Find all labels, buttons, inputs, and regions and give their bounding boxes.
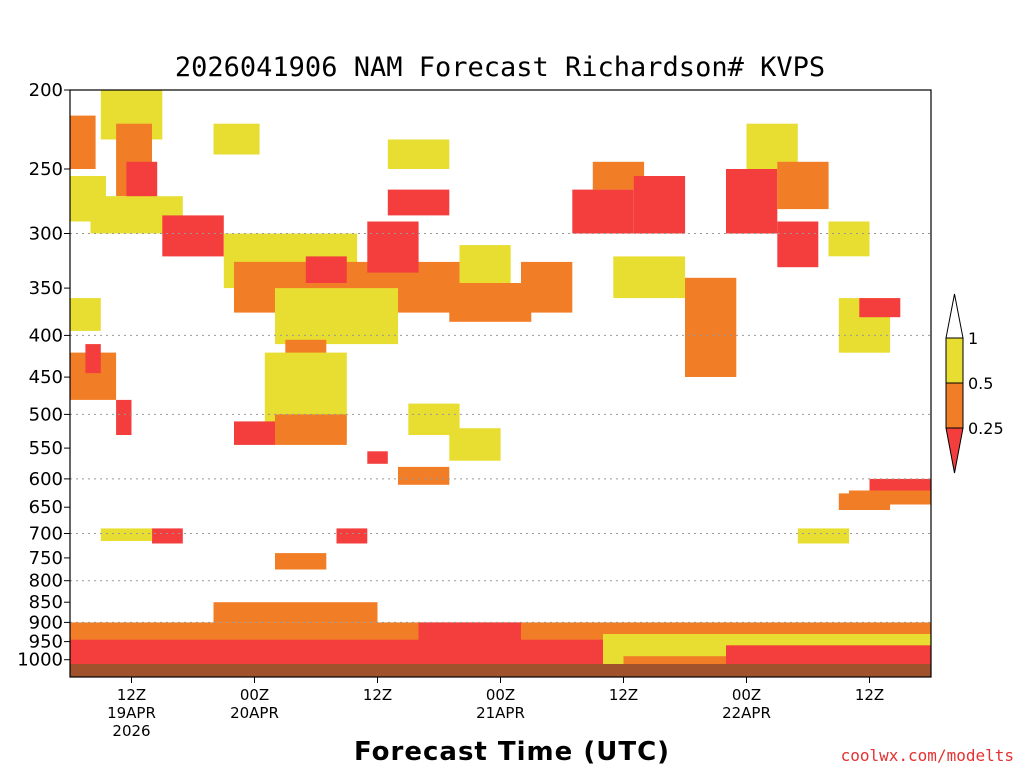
y-tick-label-750: 750 — [29, 548, 63, 569]
ri-cell-region-11 — [367, 221, 419, 273]
y-tick-label-800: 800 — [29, 571, 63, 592]
y-tick-label-200: 200 — [29, 80, 63, 101]
ri-cell-region-29 — [613, 256, 686, 299]
y-tick-label-500: 500 — [29, 404, 63, 425]
y-tick-label-950: 950 — [29, 632, 63, 653]
ri-cell-region-1 — [70, 115, 96, 169]
plot-area — [69, 89, 932, 678]
ri-cell-region-34 — [777, 221, 819, 268]
ri-cell-region-43 — [100, 528, 153, 541]
y-tick-label-700: 700 — [29, 524, 63, 545]
colorbar-label-1: 1 — [968, 329, 978, 348]
ri-cell-region-45 — [336, 528, 368, 544]
colorbar-label-0.25: 0.25 — [968, 419, 1004, 438]
credit-link[interactable]: coolwx.com/modelts — [841, 746, 1014, 765]
y-tick-label-400: 400 — [29, 325, 63, 346]
ri-cell-region-47 — [869, 478, 931, 491]
ri-cell-region-26 — [572, 189, 634, 234]
ri-cell-region-52 — [418, 622, 521, 660]
ri-cell-region-44 — [275, 553, 327, 570]
ri-cell-region-12 — [275, 288, 398, 345]
ri-cell-region-33 — [777, 161, 829, 210]
ri-cell-region-16 — [275, 414, 347, 445]
ground-bar — [70, 664, 931, 677]
x-tick-label-6-0: 12Z — [855, 686, 884, 704]
x-tick-label-5-0: 00Z — [732, 686, 761, 704]
ri-cell-region-6 — [162, 215, 224, 257]
y-tick-label-550: 550 — [29, 438, 63, 459]
ri-cell-region-18 — [387, 189, 450, 216]
ri-cell-region-42 — [152, 528, 183, 544]
ri-cell-region-24 — [398, 466, 450, 485]
x-tick-label-0-1: 19APR — [107, 704, 156, 722]
x-tick-label-4-0: 12Z — [609, 686, 638, 704]
ri-cell-region-28 — [633, 176, 686, 234]
colorbar-bin-0.5-1 — [945, 337, 964, 384]
x-tick-label-5-1: 22APR — [722, 704, 771, 722]
y-tick-label-350: 350 — [29, 278, 63, 299]
ri-cell-region-10 — [305, 256, 347, 283]
x-tick-label-3-0: 00Z — [486, 686, 515, 704]
colorbar-bin-above-1 — [945, 293, 964, 339]
y-tick-label-250: 250 — [29, 159, 63, 180]
ri-cell-region-49 — [797, 528, 850, 544]
ri-cell-region-41 — [116, 399, 132, 435]
colorbar-bin-below-0.25 — [945, 427, 964, 474]
x-tick-label-1-0: 00Z — [240, 686, 269, 704]
y-tick-label-650: 650 — [29, 497, 63, 518]
colorbar-label-0.5: 0.5 — [968, 374, 993, 393]
y-tick-label-450: 450 — [29, 367, 63, 388]
x-tick-label-1-1: 20APR — [230, 704, 279, 722]
x-tick-label-0-0: 12Z — [117, 686, 146, 704]
colorbar-bin-0.25-0.5 — [945, 382, 964, 429]
ri-cell-region-22 — [449, 428, 501, 461]
ri-cell-region-32 — [746, 123, 798, 169]
ri-cell-region-35 — [828, 221, 870, 257]
x-tick-label-3-1: 21APR — [476, 704, 525, 722]
ri-cell-region-7 — [213, 123, 260, 155]
ri-cell-region-48 — [849, 490, 931, 505]
y-axis: 200 250 300 350 400 450 500 550 600 650 700 7508008… — [17, 80, 70, 671]
ri-cell-region-23 — [367, 451, 388, 464]
ri-cell-region-30 — [685, 277, 737, 377]
ri-cell-region-38 — [70, 298, 101, 331]
chart-title: 2026041906 NAM Forecast Richardson# KVPS — [175, 52, 825, 83]
ri-cell-region-37 — [859, 298, 901, 318]
ri-cell-region-53 — [213, 602, 378, 623]
ri-cell-region-15 — [234, 421, 275, 445]
y-tick-label-900: 900 — [29, 612, 63, 633]
x-tick-label-2-0: 12Z — [363, 686, 392, 704]
ri-cell-region-40 — [85, 344, 101, 374]
y-tick-label-1000: 1000 — [17, 650, 63, 671]
y-tick-label-850: 850 — [29, 592, 63, 613]
x-axis-label: Forecast Time (UTC) — [354, 737, 670, 767]
x-tick-label-0-2: 2026 — [112, 722, 150, 740]
ri-cell-region-25 — [521, 261, 573, 313]
y-tick-label-600: 600 — [29, 469, 63, 490]
colorbar: 1 0.5 0.25 — [945, 293, 1004, 474]
ri-cell-region-17 — [387, 139, 450, 169]
y-tick-label-300: 300 — [29, 224, 63, 245]
ri-cell-region-31 — [726, 169, 778, 234]
ri-cell-region-20 — [449, 283, 532, 322]
